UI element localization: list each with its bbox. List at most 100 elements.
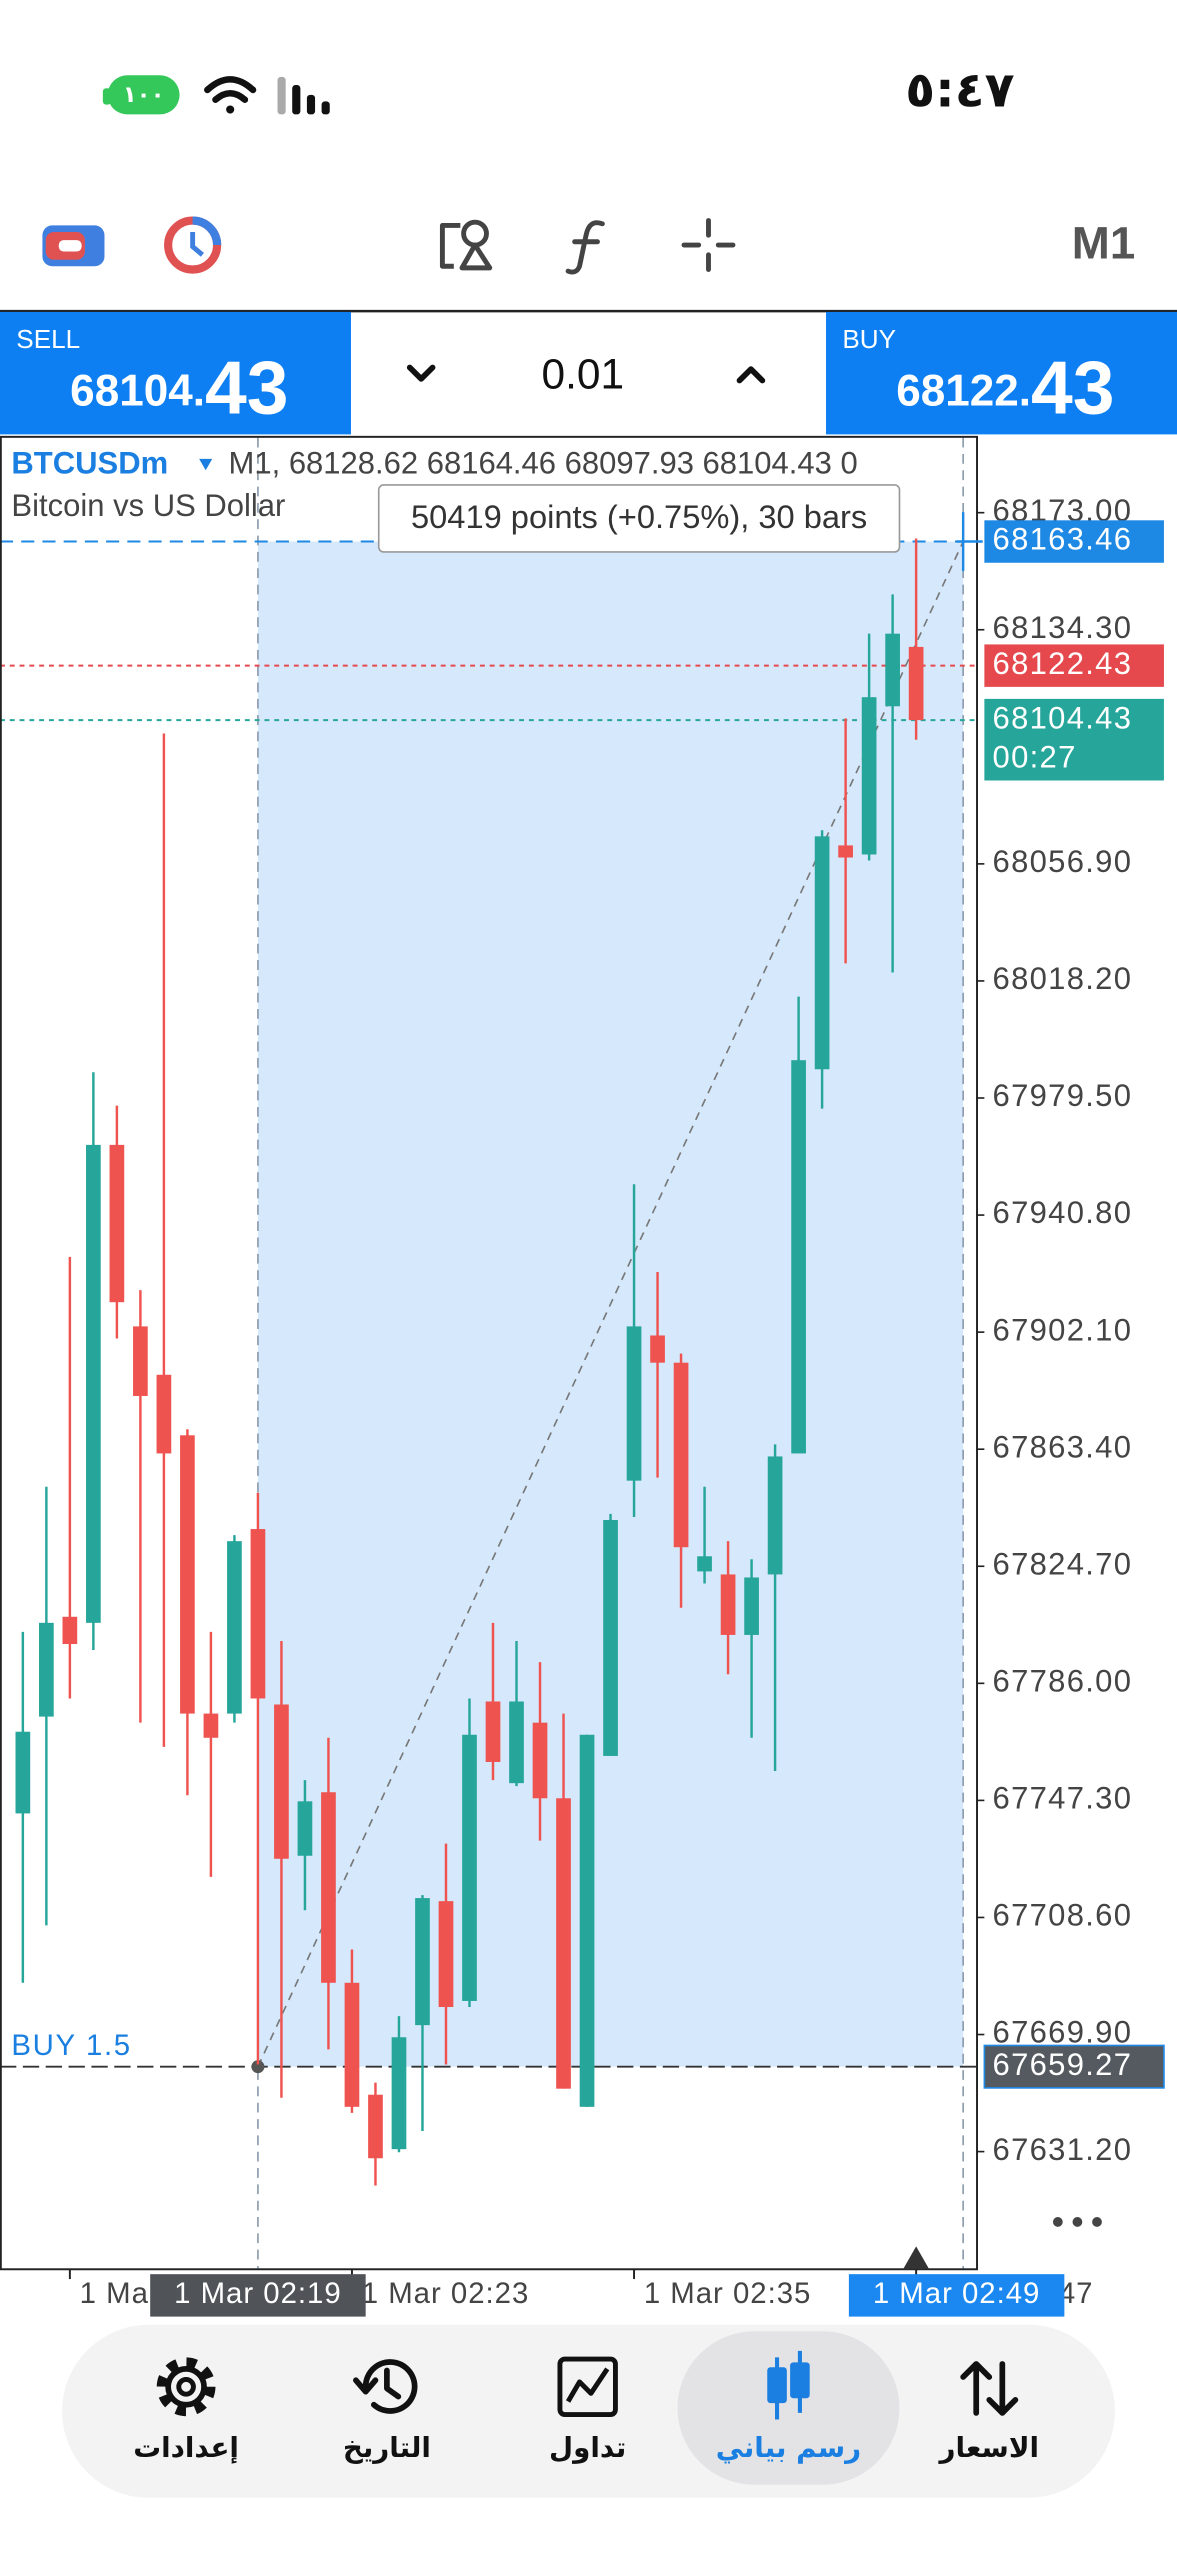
y-tick-label: 67979.50 — [993, 1078, 1133, 1113]
nav-item[interactable]: الاسعار — [938, 2361, 1040, 2464]
indicators-icon[interactable] — [565, 220, 605, 275]
price-tag-bg — [984, 644, 1164, 687]
ruler-anchor — [251, 2060, 265, 2074]
candle-body — [626, 1326, 642, 1481]
candle-body — [744, 1577, 759, 1635]
candle-body — [556, 1798, 571, 2089]
candle-body — [579, 1734, 595, 2107]
y-tick-label: 68018.20 — [993, 961, 1133, 996]
toolbar: M1 — [42, 216, 1135, 275]
candle-body — [415, 1898, 430, 2026]
candle-body — [885, 633, 900, 707]
y-tick-label: 67863.40 — [993, 1429, 1133, 1464]
price-tag-label: 68163.46 — [993, 522, 1133, 557]
price-tag-bg — [984, 520, 1164, 563]
ruler-time-tag: 1 Mar 02:49 — [848, 2274, 1065, 2317]
objects-icon[interactable] — [439, 219, 493, 271]
buy-price-head: 68122. — [896, 366, 1031, 415]
position-label: BUY 1.5 — [11, 2029, 131, 2062]
ruler-time-tag: 1 Mar 02:19 — [150, 2274, 366, 2317]
price-tag-bg — [984, 698, 1164, 781]
candle-body — [720, 1574, 736, 1635]
sell-price-head: 68104. — [70, 366, 205, 415]
candle-body — [227, 1541, 242, 1714]
sell-button[interactable]: SELL 68104.43 — [0, 311, 351, 435]
more-button[interactable] — [1052, 2217, 1102, 2227]
settings-icon — [176, 2377, 196, 2397]
toggle-icon[interactable] — [42, 225, 105, 267]
candle-body — [697, 1556, 712, 1572]
candle-body — [156, 1374, 172, 1454]
price-tag-bg — [983, 2044, 1165, 2089]
y-tick-label: 67631.20 — [993, 2132, 1133, 2167]
candle-body — [274, 1704, 289, 1859]
quotes-icon — [960, 2361, 1019, 2416]
buy-label: BUY — [842, 324, 896, 354]
nav-item[interactable]: التاريخ — [343, 2359, 431, 2464]
candle-body — [861, 697, 877, 855]
nav-item-label: رسم بياني — [716, 2431, 861, 2464]
candle-body — [39, 1622, 54, 1717]
chart-icon — [767, 2367, 787, 2404]
candle-body — [791, 1060, 806, 1454]
crosshair-icon[interactable] — [681, 218, 736, 272]
candle-body — [368, 2094, 383, 2159]
candle-body — [462, 1734, 477, 2001]
lot-decrease[interactable] — [406, 364, 436, 382]
nav-item[interactable]: إعدادات — [133, 2357, 239, 2465]
bottom-nav: الاسعار رسم بياني تداول التاريخ إعدادات — [62, 2324, 1115, 2498]
nav-item[interactable]: رسم بياني — [677, 2331, 900, 2485]
symbol-dropdown[interactable] — [199, 458, 213, 471]
ruler-tooltip: 50419 points (+0.75%), 30 bars — [411, 498, 867, 535]
candle-body — [485, 1701, 501, 1762]
chart-overlay-layer: 1 Mar 02:111 Mar 02:231 Mar 02:351 Mar 0… — [68, 484, 1165, 2317]
sell-price: 68104.43 — [70, 345, 288, 429]
candle-body — [438, 1901, 454, 2008]
candle-body — [767, 1456, 783, 1575]
trade-bar: SELL 68104.43 0.01 BUY 68122.43 — [0, 309, 1177, 435]
nav-item-label: الاسعار — [938, 2431, 1040, 2464]
history-circle-icon[interactable] — [164, 216, 222, 274]
y-tick-label: 67747.30 — [993, 1781, 1133, 1816]
y-tick-label: 67940.80 — [993, 1195, 1133, 1230]
candle-body — [391, 2037, 407, 2150]
ruler-time-tag-label: 1 Mar 02:19 — [174, 2277, 342, 2310]
price-tag-label: 67659.27 — [993, 2047, 1133, 2082]
nav-item-label: تداول — [549, 2431, 626, 2464]
candles-layer — [15, 538, 924, 2186]
chart-frame — [0, 435, 979, 2271]
settings-icon — [165, 2365, 207, 2408]
chart-header: BTCUSDm M1, 68128.62 68164.46 68097.93 6… — [11, 446, 857, 523]
symbol[interactable]: BTCUSDm — [11, 446, 168, 481]
settings-icon — [156, 2357, 216, 2417]
candle-body — [838, 845, 853, 858]
sell-price-tail: 43 — [205, 345, 289, 429]
nav-item-label: إعدادات — [133, 2431, 239, 2465]
buy-button[interactable]: BUY 68122.43 — [826, 311, 1177, 435]
candle-body — [180, 1435, 195, 1714]
candle-body — [203, 1713, 219, 1738]
price-tag-label: 68104.43 — [993, 700, 1133, 735]
candle-body — [109, 1144, 125, 1303]
current-bar-marker — [903, 2246, 930, 2270]
candle-body — [133, 1326, 148, 1396]
buy-price: 68122.43 — [896, 345, 1114, 429]
lot-increase[interactable] — [736, 366, 766, 384]
nav-background — [62, 2324, 1115, 2498]
chart-icon — [790, 2362, 810, 2399]
x-tick-label: 1 Mar 02:35 — [644, 2277, 812, 2310]
candle-body — [297, 1801, 313, 1856]
nav-item-label: التاريخ — [343, 2431, 431, 2464]
bar-countdown: 00:27 — [993, 739, 1077, 774]
buy-price-tail: 43 — [1031, 345, 1115, 429]
price-tag-label: 68122.43 — [993, 646, 1133, 681]
lot-size[interactable]: 0.01 — [541, 350, 624, 397]
candle-body — [15, 1731, 31, 1814]
nav-item[interactable]: تداول — [549, 2356, 626, 2464]
y-tick-label: 67669.90 — [993, 2015, 1133, 2050]
candle-body — [650, 1335, 665, 1363]
clock: ٥:٤٧ — [905, 62, 1014, 119]
sell-label: SELL — [16, 324, 80, 354]
timeframe-button[interactable]: M1 — [1072, 218, 1135, 269]
